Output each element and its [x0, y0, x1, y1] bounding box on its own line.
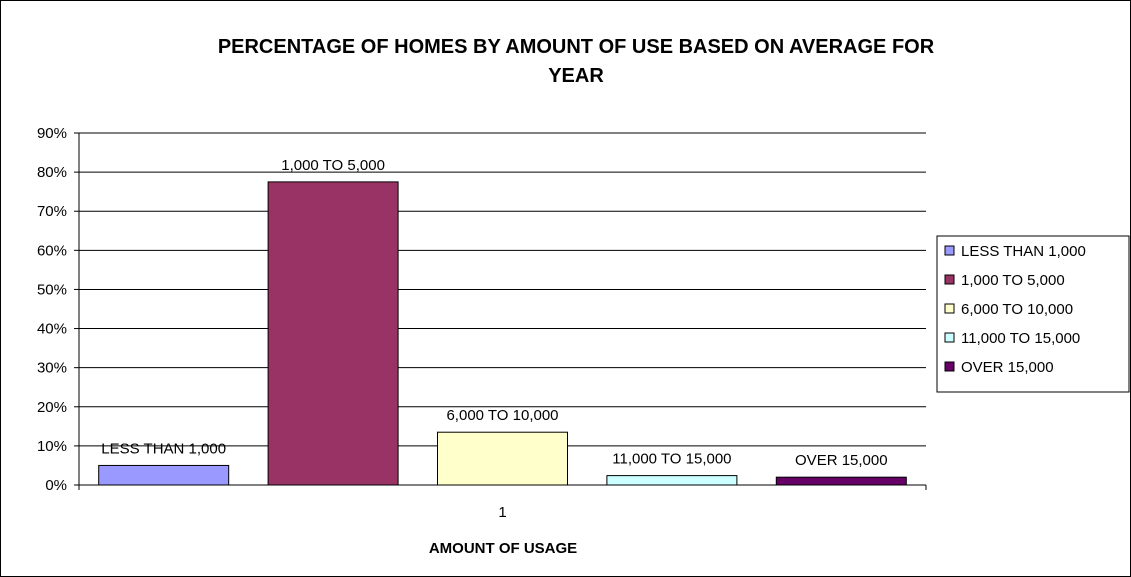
legend: LESS THAN 1,000 1,000 TO 5,000 6,000 TO 10… — [936, 235, 1130, 393]
data-label-1: LESS THAN 1,000 — [101, 440, 226, 457]
legend-label-3: 6,000 TO 10,000 — [961, 301, 1073, 318]
data-label-4: 11,000 TO 15,000 — [612, 451, 731, 468]
gridlines — [79, 132, 926, 447]
bar-3 — [437, 431, 568, 486]
legend-swatch-2 — [944, 274, 955, 285]
data-labels: LESS THAN 1,000 1,000 TO 5,000 6,000 TO 10… — [101, 157, 887, 469]
bar-1 — [98, 464, 230, 486]
legend-box — [936, 235, 1130, 393]
y-tick-label: 90% — [37, 125, 67, 142]
y-tick-label: 0% — [45, 477, 67, 494]
chart-title-line-1: PERCENTAGE OF HOMES BY AMOUNT OF USE BAS… — [218, 36, 935, 58]
x-axis-label: AMOUNT OF USAGE — [429, 540, 577, 557]
chart-title: PERCENTAGE OF HOMES BY AMOUNT OF USE BAS… — [218, 36, 935, 87]
legend-label-5: OVER 15,000 — [961, 359, 1054, 376]
legend-swatch-4 — [944, 332, 955, 343]
bar-2 — [267, 181, 399, 486]
legend-swatch-5 — [944, 361, 955, 372]
bar-5 — [775, 476, 907, 486]
bars — [98, 181, 907, 486]
axes — [78, 133, 926, 486]
x-axis-ticks: 1 — [78, 485, 927, 521]
bar-4 — [606, 475, 738, 486]
legend-label-4: 11,000 TO 15,000 — [961, 330, 1080, 347]
y-tick-label: 40% — [37, 321, 67, 338]
y-tick-label: 60% — [37, 242, 67, 259]
y-tick-label: 10% — [37, 438, 67, 455]
data-label-2: 1,000 TO 5,000 — [281, 157, 385, 174]
legend-label-1: LESS THAN 1,000 — [961, 243, 1086, 260]
y-tick-label: 70% — [37, 203, 67, 220]
legend-label-2: 1,000 TO 5,000 — [961, 272, 1065, 289]
y-tick-label: 80% — [37, 164, 67, 181]
y-tick-label: 30% — [37, 360, 67, 377]
y-axis-tick-labels: 0% 10% 20% 30% 40% 50% 60% 70% 80% 90% — [37, 125, 79, 494]
y-tick-label: 20% — [37, 399, 67, 416]
legend-swatch-1 — [944, 245, 955, 256]
legend-swatch-3 — [944, 303, 955, 314]
data-label-5: OVER 15,000 — [795, 452, 888, 469]
data-label-3: 6,000 TO 10,000 — [446, 407, 558, 424]
x-tick-label: 1 — [498, 504, 506, 521]
y-tick-label: 50% — [37, 281, 67, 298]
chart-title-line-2: YEAR — [548, 65, 604, 87]
